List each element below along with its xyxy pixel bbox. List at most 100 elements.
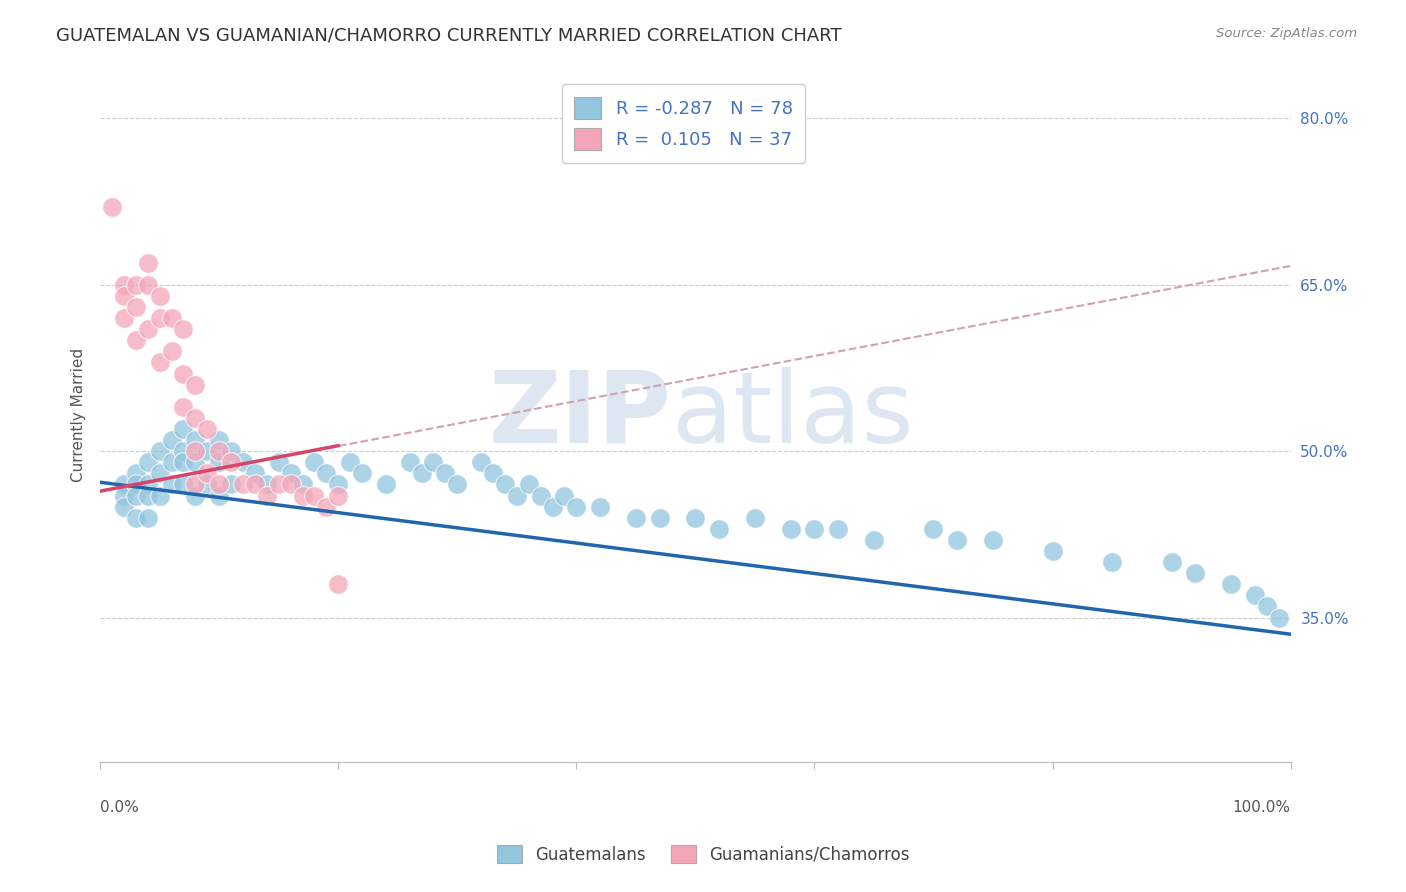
Point	[112, 477, 135, 491]
Point	[328, 477, 350, 491]
Point	[160, 344, 183, 359]
Point	[624, 510, 647, 524]
Point	[709, 522, 731, 536]
Point	[208, 489, 231, 503]
Point	[1267, 610, 1289, 624]
Point	[482, 467, 505, 481]
Point	[125, 510, 148, 524]
Point	[529, 489, 551, 503]
Text: GUATEMALAN VS GUAMANIAN/CHAMORRO CURRENTLY MARRIED CORRELATION CHART: GUATEMALAN VS GUAMANIAN/CHAMORRO CURRENT…	[56, 27, 842, 45]
Point	[470, 455, 492, 469]
Y-axis label: Currently Married: Currently Married	[72, 348, 86, 483]
Point	[494, 477, 516, 491]
Point	[172, 455, 194, 469]
Text: Source: ZipAtlas.com: Source: ZipAtlas.com	[1216, 27, 1357, 40]
Point	[149, 467, 172, 481]
Point	[172, 444, 194, 458]
Point	[243, 467, 266, 481]
Point	[256, 477, 278, 491]
Point	[172, 367, 194, 381]
Point	[304, 489, 326, 503]
Point	[112, 311, 135, 326]
Point	[112, 277, 135, 292]
Point	[208, 433, 231, 447]
Point	[184, 455, 207, 469]
Point	[184, 411, 207, 425]
Point	[195, 477, 218, 491]
Point	[160, 455, 183, 469]
Point	[160, 433, 183, 447]
Point	[136, 255, 159, 269]
Point	[136, 510, 159, 524]
Point	[195, 444, 218, 458]
Point	[267, 455, 290, 469]
Point	[267, 477, 290, 491]
Point	[1101, 555, 1123, 569]
Point	[553, 489, 575, 503]
Point	[125, 333, 148, 347]
Point	[803, 522, 825, 536]
Point	[125, 477, 148, 491]
Point	[125, 300, 148, 314]
Point	[112, 500, 135, 514]
Point	[315, 500, 337, 514]
Point	[744, 510, 766, 524]
Point	[208, 477, 231, 491]
Point	[280, 467, 302, 481]
Point	[232, 477, 254, 491]
Point	[1160, 555, 1182, 569]
Point	[101, 200, 124, 214]
Point	[219, 477, 242, 491]
Point	[112, 289, 135, 303]
Point	[446, 477, 468, 491]
Point	[422, 455, 444, 469]
Point	[827, 522, 849, 536]
Point	[411, 467, 433, 481]
Text: atlas: atlas	[672, 367, 912, 464]
Point	[315, 467, 337, 481]
Point	[136, 489, 159, 503]
Legend: R = -0.287   N = 78, R =  0.105   N = 37: R = -0.287 N = 78, R = 0.105 N = 37	[561, 85, 806, 163]
Point	[506, 489, 529, 503]
Point	[291, 489, 314, 503]
Point	[350, 467, 373, 481]
Point	[125, 467, 148, 481]
Point	[328, 577, 350, 591]
Point	[184, 377, 207, 392]
Point	[1244, 588, 1267, 602]
Point	[1256, 599, 1278, 614]
Point	[434, 467, 457, 481]
Point	[517, 477, 540, 491]
Point	[981, 533, 1004, 547]
Point	[280, 477, 302, 491]
Point	[112, 489, 135, 503]
Point	[149, 311, 172, 326]
Point	[232, 455, 254, 469]
Point	[125, 277, 148, 292]
Point	[922, 522, 945, 536]
Point	[398, 455, 420, 469]
Point	[184, 444, 207, 458]
Text: 0.0%: 0.0%	[100, 800, 139, 815]
Point	[304, 455, 326, 469]
Point	[172, 422, 194, 436]
Point	[172, 477, 194, 491]
Point	[685, 510, 707, 524]
Point	[1184, 566, 1206, 581]
Point	[195, 467, 218, 481]
Point	[1042, 544, 1064, 558]
Point	[541, 500, 564, 514]
Point	[136, 455, 159, 469]
Point	[219, 455, 242, 469]
Point	[589, 500, 612, 514]
Point	[243, 477, 266, 491]
Point	[565, 500, 588, 514]
Point	[172, 400, 194, 414]
Point	[863, 533, 886, 547]
Point	[208, 444, 231, 458]
Point	[149, 289, 172, 303]
Point	[136, 277, 159, 292]
Point	[149, 444, 172, 458]
Point	[125, 489, 148, 503]
Point	[328, 489, 350, 503]
